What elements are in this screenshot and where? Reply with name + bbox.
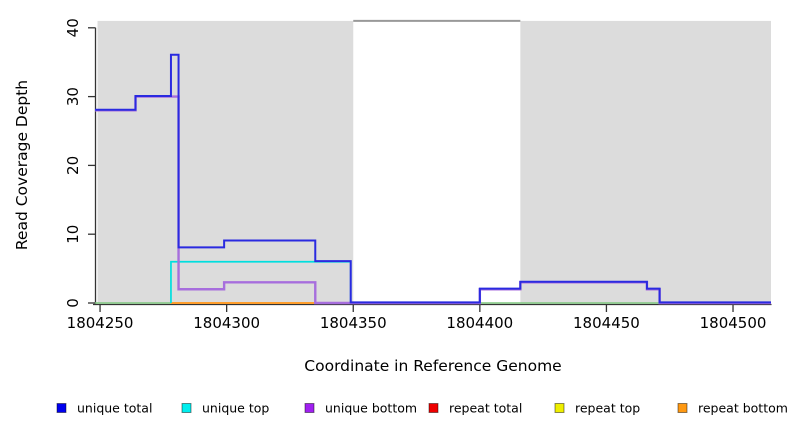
- x-tick-label: 1804400: [446, 314, 513, 332]
- x-tick-label: 1804500: [700, 314, 767, 332]
- series-unique-total-line: [95, 53, 771, 304]
- legend-swatch-unique-total: [56, 403, 67, 413]
- legend-label-repeat-bottom: repeat bottom: [698, 401, 788, 416]
- legend-label-unique-total: unique total: [77, 401, 152, 416]
- legend-swatch-repeat-bottom: [677, 403, 688, 413]
- y-tick-label: 40: [64, 18, 82, 37]
- x-tick-label: 1804300: [193, 314, 260, 332]
- legend-swatch-unique-top: [181, 403, 192, 413]
- y-tick-label: 10: [64, 225, 82, 244]
- right-target-region-shade: [520, 20, 771, 303]
- legend-swatch-repeat-total: [428, 403, 439, 413]
- legend-swatch-repeat-top: [554, 403, 565, 413]
- x-axis-title: Coordinate in Reference Genome: [304, 357, 561, 375]
- x-tick-label: 1804250: [67, 314, 134, 332]
- legend-label-unique-bottom: unique bottom: [325, 401, 417, 416]
- legend-label-repeat-top: repeat top: [575, 401, 640, 416]
- y-axis-title: Read Coverage Depth: [13, 80, 31, 250]
- x-tick-label: 1804350: [320, 314, 387, 332]
- y-tick-label: 30: [64, 87, 82, 106]
- legend-swatch-unique-bottom: [304, 403, 315, 413]
- legend-label-unique-top: unique top: [202, 401, 269, 416]
- y-tick-label: 20: [64, 156, 82, 175]
- left-target-region-shade: [97, 20, 354, 303]
- legend-label-repeat-total: repeat total: [449, 401, 522, 416]
- y-tick-label: 0: [64, 298, 82, 308]
- x-tick-label: 1804450: [573, 314, 640, 332]
